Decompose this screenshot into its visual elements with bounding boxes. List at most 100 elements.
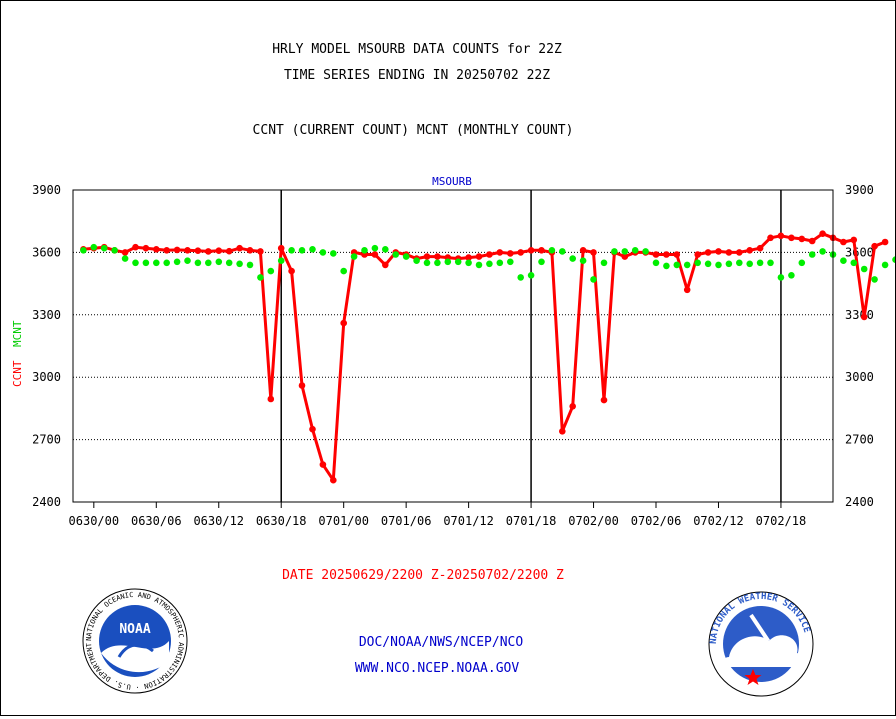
mcnt-point-53 xyxy=(631,247,639,254)
mcnt-point-40 xyxy=(496,259,504,267)
x-tick-label-8: 0702/00 xyxy=(568,514,619,528)
y-tick-label-left-2400: 2400 xyxy=(32,495,61,509)
y-tick-label-right-3900: 3900 xyxy=(845,183,874,197)
ccnt-point-52 xyxy=(621,253,629,260)
mcnt-point-78 xyxy=(892,256,896,263)
mcnt-point-67 xyxy=(777,274,785,281)
mcnt-point-55 xyxy=(652,259,660,267)
mcnt-point-59 xyxy=(694,259,701,267)
mcnt-point-21 xyxy=(298,247,306,254)
y-tick-label-right-3600: 3600 xyxy=(845,245,874,259)
ccnt-point-12 xyxy=(205,248,212,255)
mcnt-point-70 xyxy=(808,251,816,258)
ccnt-point-55 xyxy=(652,251,660,258)
ccnt-point-11 xyxy=(194,247,202,254)
mcnt-point-8 xyxy=(163,259,170,267)
mcnt-point-49 xyxy=(590,276,597,283)
mcnt-point-45 xyxy=(548,247,556,254)
ccnt-point-38 xyxy=(475,253,483,260)
y-tick-label-right-2400: 2400 xyxy=(845,495,874,509)
x-tick-label-10: 0702/12 xyxy=(693,514,744,528)
x-tick-label-5: 0701/06 xyxy=(381,514,432,528)
mcnt-point-60 xyxy=(704,260,712,268)
mcnt-point-20 xyxy=(288,247,295,254)
ccnt-point-60 xyxy=(704,249,712,256)
mcnt-point-6 xyxy=(142,259,150,267)
mcnt-point-74 xyxy=(850,259,858,267)
mcnt-point-3 xyxy=(111,247,118,254)
ccnt-point-71 xyxy=(819,230,826,237)
mcnt-point-29 xyxy=(382,246,389,253)
mcnt-point-57 xyxy=(673,261,681,269)
x-tick-label-7: 0701/18 xyxy=(506,514,557,528)
mcnt-point-18 xyxy=(267,267,275,275)
ccnt-point-43 xyxy=(527,247,535,254)
x-tick-label-1: 0630/06 xyxy=(131,514,182,528)
ccnt-point-16 xyxy=(246,247,254,254)
x-tick-label-9: 0702/06 xyxy=(631,514,682,528)
ccnt-point-7 xyxy=(153,246,160,253)
mcnt-point-25 xyxy=(340,267,348,275)
ccnt-point-33 xyxy=(423,253,431,260)
mcnt-point-54 xyxy=(642,248,649,255)
ccnt-point-14 xyxy=(225,247,233,255)
ccnt-point-76 xyxy=(871,242,878,250)
ccnt-point-37 xyxy=(465,254,472,261)
ccnt-point-20 xyxy=(288,267,295,275)
mcnt-point-46 xyxy=(559,248,566,255)
mcnt-point-37 xyxy=(465,259,472,267)
ccnt-point-28 xyxy=(371,251,379,258)
ccnt-point-66 xyxy=(767,234,774,242)
mcnt-point-76 xyxy=(871,276,878,283)
mcnt-point-12 xyxy=(205,259,212,267)
ccnt-point-25 xyxy=(340,319,348,327)
ccnt-point-24 xyxy=(330,476,337,484)
ccnt-point-69 xyxy=(798,235,806,243)
ccnt-point-59 xyxy=(694,251,701,258)
mcnt-point-38 xyxy=(475,261,483,269)
ccnt-point-41 xyxy=(507,250,514,257)
ccnt-point-73 xyxy=(840,238,847,246)
ccnt-point-10 xyxy=(184,247,191,254)
mcnt-point-56 xyxy=(663,262,670,270)
mcnt-point-13 xyxy=(215,258,223,266)
mcnt-point-36 xyxy=(454,258,462,266)
ccnt-point-9 xyxy=(173,246,181,254)
mcnt-point-26 xyxy=(350,253,358,260)
org-line: DOC/NOAA/NWS/NCEP/NCO xyxy=(359,635,524,650)
ccnt-point-62 xyxy=(725,249,733,256)
mcnt-point-28 xyxy=(371,244,379,252)
mcnt-point-19 xyxy=(277,257,285,265)
mcnt-point-24 xyxy=(330,250,337,257)
ccnt-point-34 xyxy=(434,253,441,260)
ccnt-point-68 xyxy=(788,234,795,242)
ccnt-point-6 xyxy=(142,244,150,252)
ccnt-point-65 xyxy=(756,244,764,252)
ccnt-point-64 xyxy=(746,247,753,254)
y-tick-label-left-2700: 2700 xyxy=(32,433,61,447)
ccnt-line xyxy=(83,232,886,482)
mcnt-point-68 xyxy=(788,272,795,279)
mcnt-point-5 xyxy=(132,259,139,267)
ccnt-point-23 xyxy=(319,461,327,468)
ccnt-point-74 xyxy=(850,236,858,244)
ccnt-point-19 xyxy=(277,244,285,252)
series-ccnt xyxy=(80,230,889,484)
chart-title-line1: HRLY MODEL MSOURB DATA COUNTS for 22Z xyxy=(272,42,562,57)
mcnt-point-75 xyxy=(860,265,868,273)
ccnt-point-47 xyxy=(569,403,576,410)
mcnt-point-33 xyxy=(423,259,431,267)
ccnt-point-44 xyxy=(538,247,545,254)
grid-lines xyxy=(73,251,833,441)
mcnt-point-17 xyxy=(257,274,264,281)
mcnt-point-52 xyxy=(621,248,629,255)
date-range-label: DATE 20250629/2200 Z-20250702/2200 Z xyxy=(282,568,564,583)
url-line: WWW.NCO.NCEP.NOAA.GOV xyxy=(355,661,520,676)
chart-title-line2: TIME SERIES ENDING IN 20250702 22Z xyxy=(284,68,550,83)
ccnt-point-49 xyxy=(590,249,597,256)
mcnt-point-39 xyxy=(486,260,493,268)
ylabel-mcnt: MCNT xyxy=(11,320,24,347)
ccnt-point-46 xyxy=(559,428,566,435)
mcnt-point-7 xyxy=(153,259,160,267)
